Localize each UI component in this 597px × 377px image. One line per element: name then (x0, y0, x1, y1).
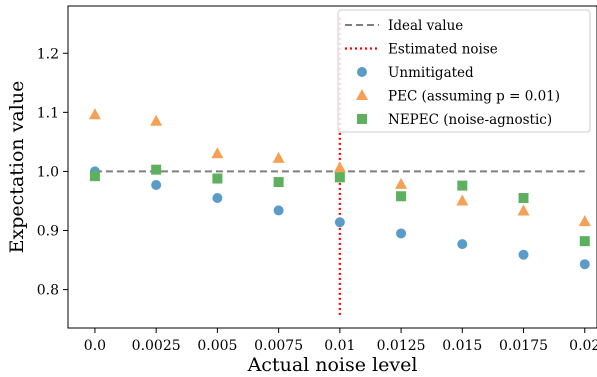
square-point (396, 191, 407, 202)
plot-area (88, 17, 591, 316)
legend-square-swatch (357, 114, 367, 124)
x-tick-label: 0.0075 (254, 338, 303, 354)
series-circle (89, 166, 590, 270)
square-point (273, 177, 284, 188)
x-tick-label: 0.0125 (377, 338, 426, 354)
x-axis-label: Actual noise level (247, 354, 418, 376)
legend-box (337, 9, 591, 133)
x-tick-label: 0.0 (84, 338, 106, 354)
triangle-point (456, 194, 469, 206)
triangle-point (578, 215, 591, 227)
legend-ideal-label: Ideal value (388, 18, 463, 34)
legend-series-label: PEC (assuming p = 0.01) (388, 89, 560, 105)
circle-point (579, 259, 590, 270)
y-tick-label: 1.1 (37, 105, 59, 121)
x-tick-label: 0.01 (324, 338, 355, 354)
legend-triangle-swatch (356, 89, 368, 100)
y-tick-label: 1.0 (37, 164, 59, 180)
triangle-point (395, 177, 408, 189)
triangle-point (517, 204, 530, 216)
square-point (518, 193, 529, 204)
square-point (457, 180, 468, 191)
x-tick-label: 0.0025 (132, 338, 181, 354)
x-axis: 0.0 0.0025 0.005 0.0075 0.01 0.0125 0.015 0.017… (84, 328, 597, 354)
y-tick-label: 0.9 (37, 224, 59, 240)
axes-frame (67, 5, 597, 329)
square-point (334, 172, 345, 183)
square-point (151, 164, 162, 175)
legend-series-label: NEPEC (noise-agnostic) (388, 112, 552, 128)
triangle-point (150, 114, 163, 126)
square-point (89, 171, 100, 182)
y-axis: 0.8 0.9 1.0 1.1 1.2 (37, 46, 68, 299)
circle-point (151, 180, 162, 191)
circle-point (212, 193, 223, 204)
legend-series-label: Unmitigated (388, 65, 474, 81)
y-tick-label: 0.8 (37, 283, 59, 299)
legend-circle-swatch (357, 67, 367, 77)
circle-point (518, 249, 529, 260)
x-tick-label: 0.015 (442, 338, 482, 354)
square-point (579, 236, 590, 247)
triangle-point (211, 147, 224, 159)
x-tick-label: 0.0175 (499, 338, 548, 354)
y-axis-label: Expectation value (6, 81, 28, 254)
triangle-point (333, 161, 346, 173)
triangle-point (272, 151, 285, 163)
circle-point (396, 228, 407, 239)
circle-point (457, 239, 468, 250)
circle-point (334, 217, 345, 228)
series-square (89, 164, 590, 247)
y-tick-label: 1.2 (37, 46, 59, 62)
series-triangle (88, 108, 591, 227)
x-tick-label: 0.02 (569, 338, 597, 354)
square-point (212, 173, 223, 184)
legend: Ideal value Estimated noise Unmitigated PEC… (337, 9, 591, 133)
circle-point (273, 205, 284, 216)
legend-noise-label: Estimated noise (388, 42, 498, 58)
triangle-point (88, 108, 101, 120)
x-tick-label: 0.005 (197, 338, 237, 354)
